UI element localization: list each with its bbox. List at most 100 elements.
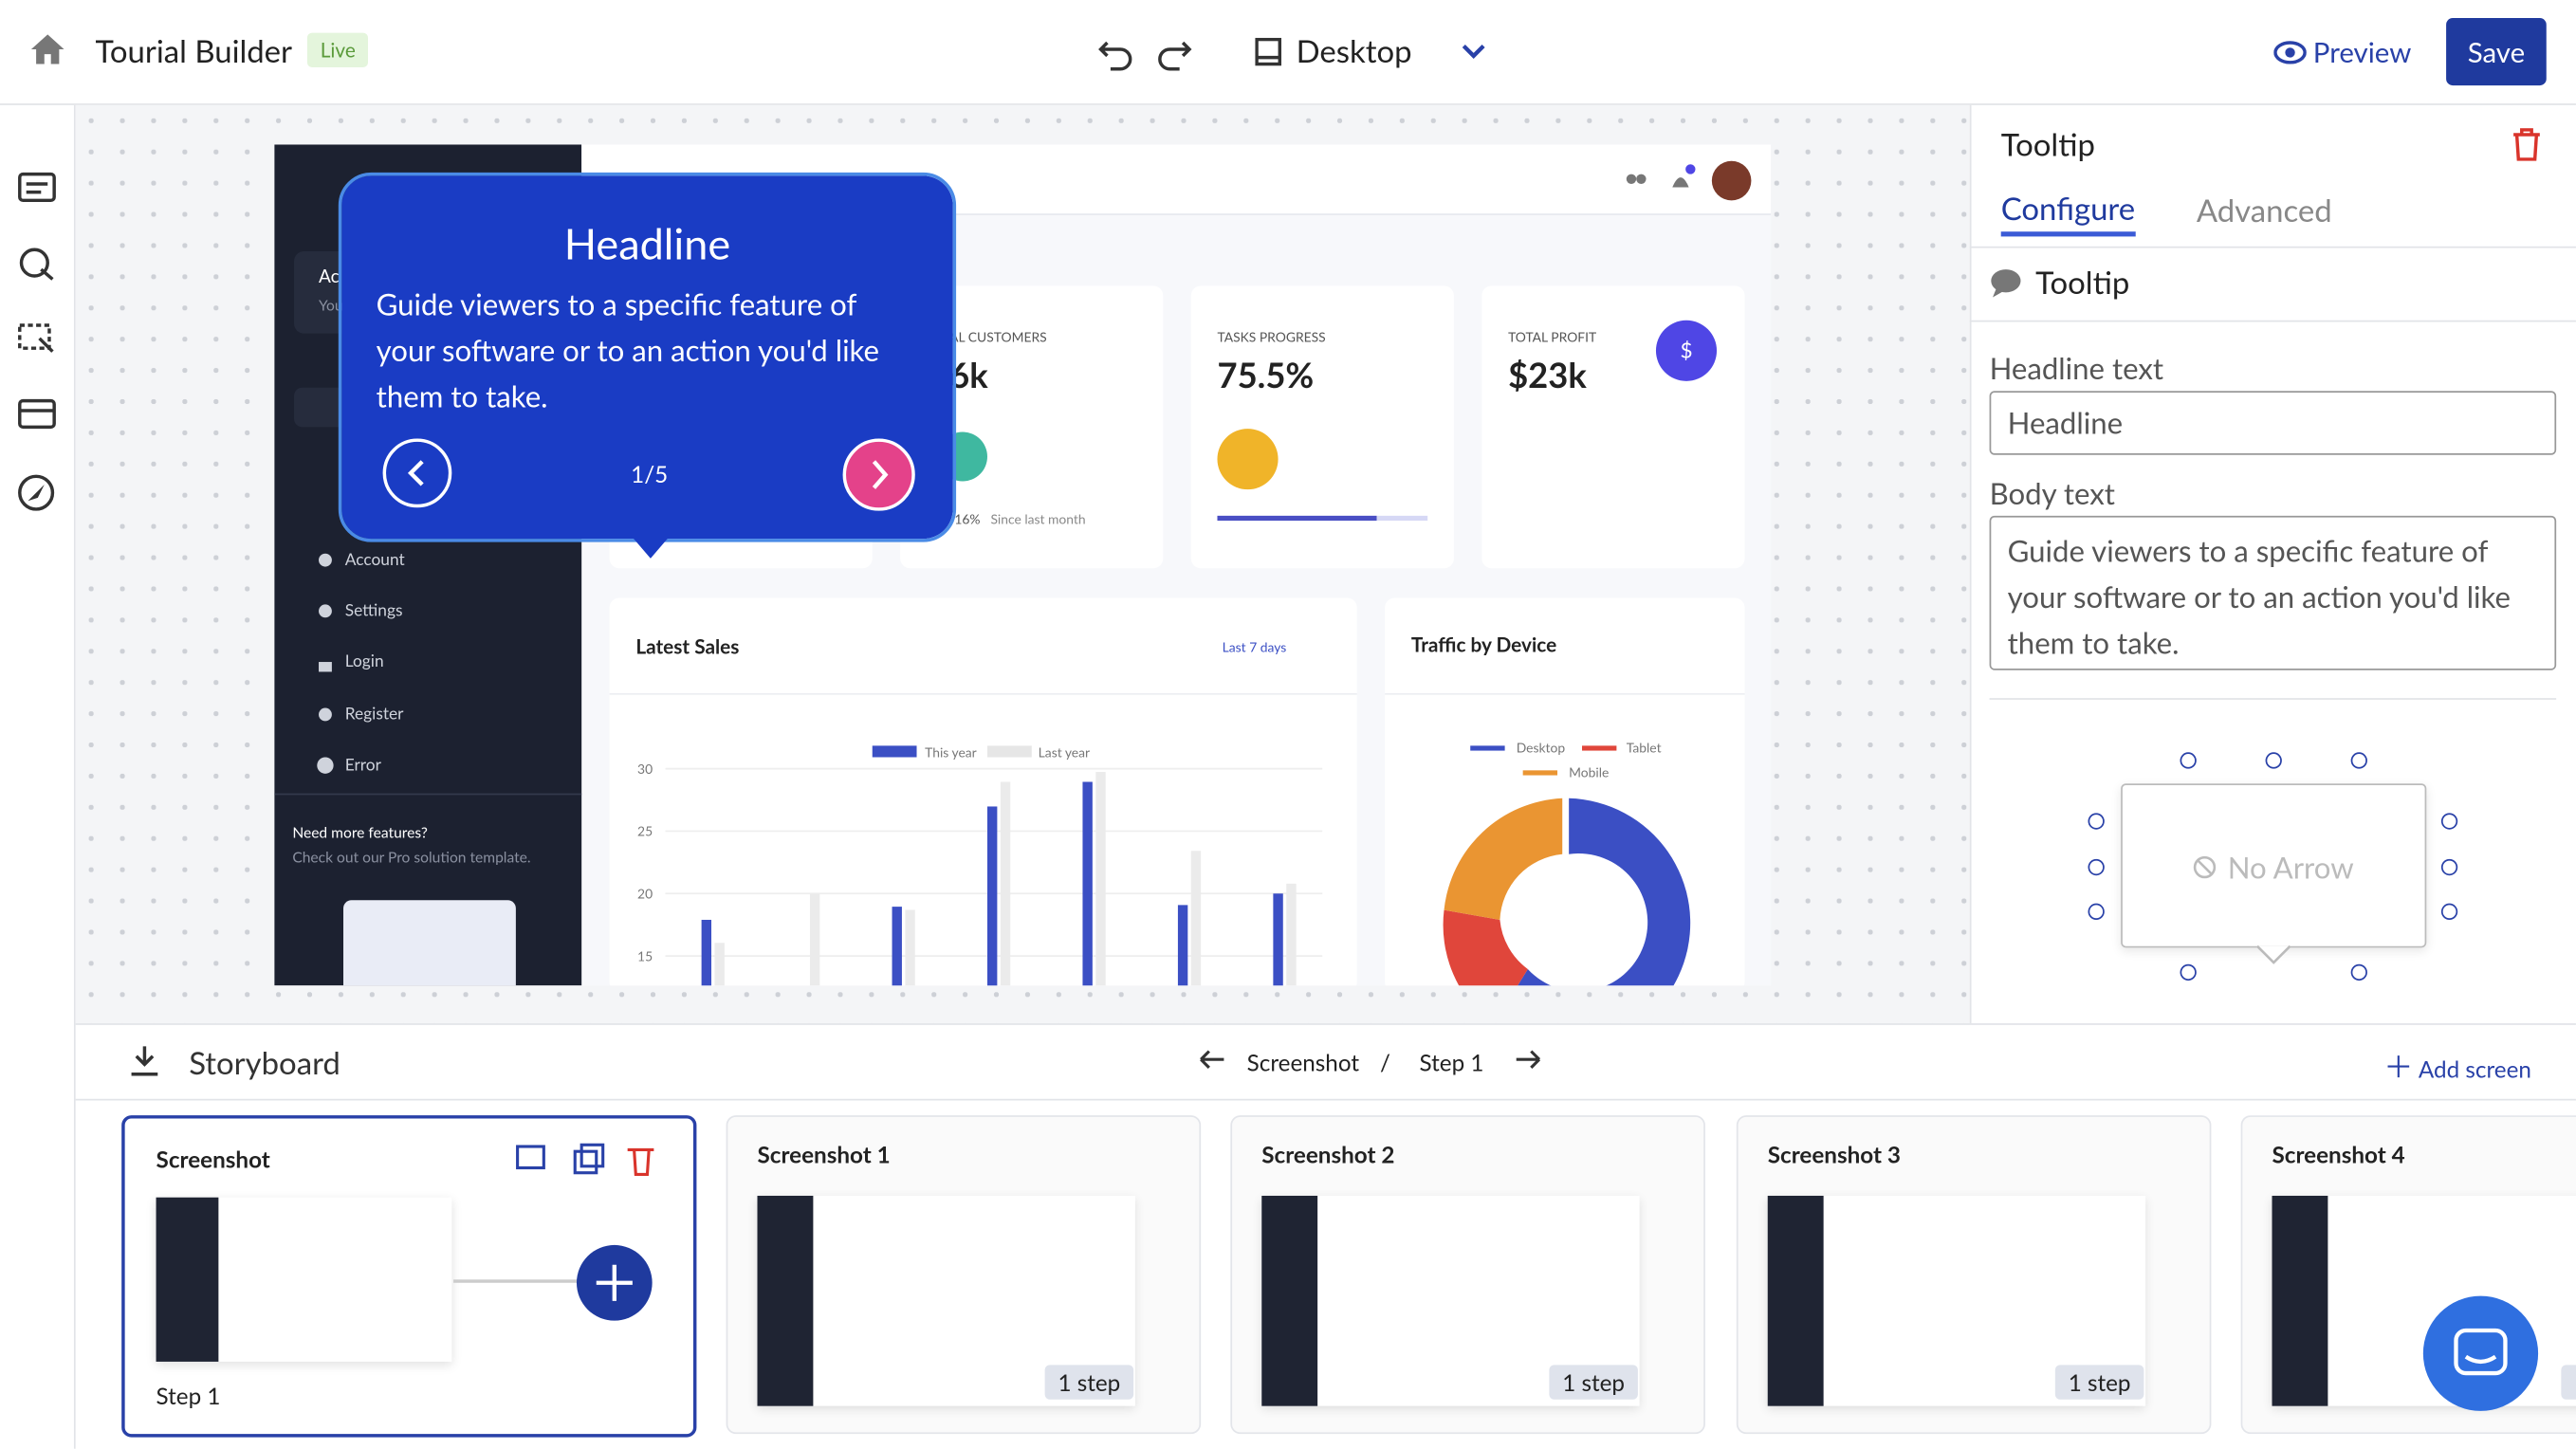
- screen-card[interactable]: Screenshot 4 1: [2240, 1115, 2576, 1435]
- divider: [1969, 320, 2576, 322]
- dropdown-icon[interactable]: [1461, 43, 1487, 63]
- nav-item[interactable]: Error: [344, 755, 381, 776]
- body-input[interactable]: Guide viewers to a specific feature of y…: [1989, 515, 2557, 670]
- card-change: 16%: [954, 510, 981, 528]
- card-actions[interactable]: [512, 1142, 660, 1178]
- header: [0, 0, 2576, 105]
- nav-icons: [317, 553, 334, 774]
- undo-redo[interactable]: [1097, 33, 1196, 73]
- tab-active[interactable]: Configure: [2000, 190, 2136, 229]
- screen-card[interactable]: Screenshot 3 1 step: [1736, 1115, 2212, 1435]
- nav-item[interactable]: Account: [344, 550, 405, 571]
- legend-swatch: [872, 745, 917, 758]
- divider: [1385, 692, 1745, 695]
- progress-track: [1217, 515, 1428, 522]
- nav-item[interactable]: Settings: [344, 600, 403, 621]
- arrow-option[interactable]: [2180, 963, 2197, 981]
- arrow-option[interactable]: [2265, 752, 2282, 769]
- home-icon[interactable]: [29, 33, 65, 66]
- screen-title: Screenshot: [156, 1145, 270, 1173]
- sales-bars: [665, 767, 1323, 986]
- divider: [1969, 246, 2576, 248]
- preview-icon: [2273, 41, 2307, 64]
- tooltip-body: Guide viewers to a specific feature of y…: [376, 285, 879, 414]
- connector: [453, 1279, 582, 1283]
- prev-button[interactable]: [381, 437, 453, 509]
- legend-swatch: [1582, 745, 1617, 751]
- nav-item[interactable]: Login: [344, 651, 384, 672]
- app-title: Tourial Builder: [95, 32, 293, 71]
- y-tick-label: 15: [637, 947, 653, 964]
- card-icon: [1217, 429, 1279, 490]
- step-count: 1 step: [1044, 1365, 1134, 1400]
- tooltip-arrow: [631, 535, 671, 559]
- download-icon[interactable]: [128, 1045, 161, 1078]
- screen-title: Screenshot 1: [757, 1140, 891, 1168]
- chat-icon: [1991, 269, 2021, 298]
- sales-panel: [609, 597, 1357, 986]
- headline-input[interactable]: Headline: [1989, 391, 2557, 455]
- crumb[interactable]: Step 1: [1419, 1048, 1484, 1076]
- nav-arrows[interactable]: [1198, 1046, 1559, 1073]
- next-button[interactable]: [841, 437, 917, 513]
- card-label: TOTAL PROFIT: [1508, 328, 1597, 345]
- divider: [609, 692, 1357, 695]
- add-screen-label: Add screen: [2418, 1055, 2531, 1083]
- arrow-option[interactable]: [2088, 858, 2105, 876]
- y-tick-label: 20: [637, 885, 653, 902]
- screen-card[interactable]: Screenshot 2 1 step: [1230, 1115, 1705, 1435]
- no-arrow-label[interactable]: No Arrow: [2227, 849, 2354, 886]
- y-tick-label: 30: [637, 760, 653, 778]
- arrow-option[interactable]: [2440, 858, 2458, 876]
- legend-label: Last year: [1038, 743, 1091, 761]
- tab[interactable]: Advanced: [2196, 192, 2332, 230]
- storyboard-title: Storyboard: [189, 1044, 340, 1083]
- promo-image: [343, 900, 516, 986]
- arrow-option[interactable]: [2180, 752, 2197, 769]
- sales-title: Latest Sales: [635, 633, 740, 659]
- arrow-option[interactable]: [2440, 813, 2458, 830]
- screenshot: Ac You Account Settings Login Register E…: [274, 144, 1772, 986]
- card-value: 6k: [949, 355, 988, 396]
- field-label: Body text: [1989, 474, 2115, 511]
- add-step[interactable]: [575, 1243, 653, 1322]
- legend-label: This year: [925, 743, 977, 761]
- add-screen[interactable]: ＋ Add screen: [2383, 1048, 2531, 1085]
- sales-filter[interactable]: Last 7 days: [1222, 638, 1287, 656]
- card-label: TASKS PROGRESS: [1217, 328, 1326, 345]
- user-partial: You: [319, 295, 343, 314]
- crumb[interactable]: Screenshot: [1246, 1048, 1360, 1076]
- delete-icon[interactable]: [2512, 128, 2541, 161]
- storyboard-bar: [75, 1023, 2576, 1101]
- screen-card[interactable]: Screenshot Step 1: [121, 1115, 697, 1438]
- arrow-option[interactable]: [2350, 963, 2367, 981]
- nav-item[interactable]: Register: [344, 705, 404, 724]
- legend-label: Desktop: [1516, 739, 1566, 756]
- card-icon: $: [1655, 320, 1718, 381]
- step-counter: 1/5: [631, 459, 669, 488]
- crumb-separator: /: [1379, 1048, 1390, 1076]
- divider: [274, 793, 582, 796]
- preview-button[interactable]: Preview: [2312, 34, 2412, 69]
- screen-card[interactable]: Screenshot 1 1 step: [726, 1115, 1202, 1435]
- device-select[interactable]: Desktop: [1296, 32, 1412, 71]
- chat-launcher[interactable]: [2421, 1294, 2540, 1413]
- legend-label: Mobile: [1569, 763, 1610, 780]
- donut: [1443, 798, 1691, 986]
- arrow-option[interactable]: [2088, 813, 2105, 830]
- arrow-option[interactable]: [2440, 903, 2458, 920]
- arrow-option[interactable]: [2350, 752, 2367, 769]
- tooltip-headline: Headline: [563, 216, 731, 270]
- legend-swatch: [1522, 770, 1558, 776]
- save-button[interactable]: Save: [2446, 18, 2547, 86]
- arrow-option[interactable]: [2088, 903, 2105, 920]
- card-label: AL CUSTOMERS: [949, 328, 1047, 345]
- step-label: Step 1: [156, 1381, 221, 1410]
- no-arrow-icon: [2193, 855, 2217, 879]
- live-badge: Live: [306, 32, 369, 68]
- panel-title: Tooltip: [2000, 126, 2095, 165]
- tool-icons[interactable]: [16, 171, 59, 516]
- arrow-notch: [2256, 945, 2291, 964]
- step-count: 1 step: [2054, 1365, 2144, 1400]
